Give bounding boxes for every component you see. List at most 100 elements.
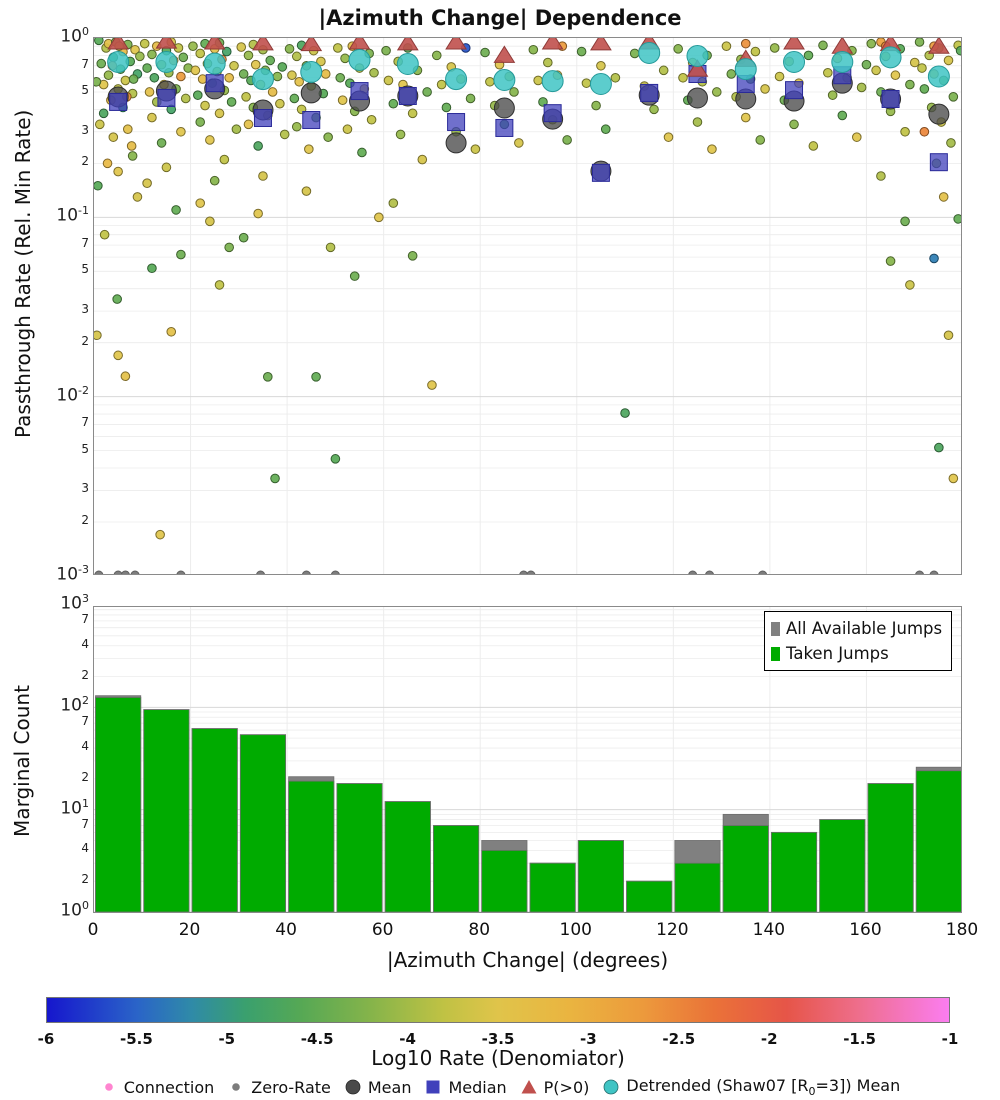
scatter-point xyxy=(890,70,901,81)
scatter-point xyxy=(692,117,703,127)
scatter-point xyxy=(707,144,717,154)
scatter-point xyxy=(909,57,920,68)
scatter-point xyxy=(803,50,814,61)
y-tick-minor: 3 xyxy=(81,302,89,317)
p-gt0-marker xyxy=(445,38,467,50)
scatter-point xyxy=(673,44,683,54)
scatter-point xyxy=(126,141,137,151)
legend-row-all: All Available Jumps xyxy=(771,616,945,641)
scatter-point xyxy=(533,75,543,86)
taken-jumps-bar xyxy=(770,831,818,912)
scatter-point xyxy=(253,208,263,219)
x-tick-label: 20 xyxy=(178,920,201,940)
detrended-marker xyxy=(927,65,950,88)
detrended-marker xyxy=(348,48,371,71)
scatter-point xyxy=(596,60,606,71)
taken-jumps-bar xyxy=(626,880,673,912)
detrended-marker xyxy=(638,41,661,64)
scatter-point xyxy=(188,41,198,52)
circle-legend-icon xyxy=(603,1079,619,1095)
marker-legend-item: Median xyxy=(424,1078,507,1097)
scatter-point xyxy=(417,154,428,165)
scatter-point xyxy=(374,212,384,223)
median-marker xyxy=(543,104,562,123)
square-icon xyxy=(426,1080,440,1094)
detrended-marker xyxy=(300,61,323,84)
x-tick-label: 120 xyxy=(656,920,689,940)
scatter-point xyxy=(591,100,601,111)
scatter-point xyxy=(311,372,321,382)
y-tick-minor: 3 xyxy=(81,122,89,137)
scatter-point xyxy=(139,38,150,49)
scatter-point xyxy=(316,56,326,67)
taken-jumps-bar xyxy=(433,825,480,912)
scatter-point xyxy=(948,473,959,484)
p-gt0-marker xyxy=(107,38,130,50)
p-gt0-marker xyxy=(300,38,323,52)
colorbar-tick-label: -1 xyxy=(941,1030,959,1048)
scatter-point xyxy=(277,62,288,72)
dot-icon xyxy=(104,1083,113,1091)
scatter-point xyxy=(760,84,770,94)
p-gt0-marker xyxy=(590,38,612,51)
zero-rate-point xyxy=(705,570,714,574)
p-gt0-marker xyxy=(203,38,226,50)
scatter-point xyxy=(142,63,152,73)
colorbar-tick-label: -3 xyxy=(580,1030,597,1048)
scatter-point xyxy=(195,48,206,59)
scatter-point xyxy=(407,108,418,119)
histogram-bars xyxy=(95,695,961,912)
dot-legend-icon xyxy=(232,1083,241,1091)
p-gt0-marker xyxy=(541,38,564,50)
scatter-point xyxy=(441,102,452,113)
marker-legend-label-part: 0 xyxy=(808,1085,816,1099)
colorbar-tick-label: -4 xyxy=(399,1030,416,1048)
scatter-point xyxy=(132,192,143,202)
scatter-point xyxy=(562,135,572,145)
bottom-y-axis-label: Marginal Count xyxy=(10,685,34,837)
detrended-marker xyxy=(541,70,564,93)
scatter-point xyxy=(333,43,343,53)
median-marker xyxy=(157,88,176,107)
mean-marker xyxy=(686,87,708,109)
scatter-point xyxy=(265,55,276,66)
scatter-point xyxy=(102,158,113,169)
square-legend-icon xyxy=(426,1080,440,1094)
y-tick-minor: 7 xyxy=(81,714,89,729)
taken-jumps-bar xyxy=(143,709,190,912)
colorbar-tick-label: -4.5 xyxy=(300,1030,334,1048)
scatter-point xyxy=(528,44,539,55)
y-tick-minor: 2 xyxy=(81,154,89,169)
scatter-point xyxy=(144,87,155,97)
median-marker xyxy=(640,83,659,102)
x-tick-label: 0 xyxy=(87,920,99,940)
scatter-point xyxy=(94,38,104,46)
scatter-point xyxy=(108,132,119,142)
scatter-point xyxy=(155,529,165,540)
taken-jumps-bar xyxy=(867,783,914,912)
y-tick-major: 10-2 xyxy=(56,383,89,406)
scatter-point xyxy=(808,141,819,151)
scatter-point xyxy=(238,69,249,79)
scatter-point xyxy=(130,44,140,55)
median-marker xyxy=(591,163,610,182)
scatter-point xyxy=(629,48,640,59)
median-marker xyxy=(350,82,369,101)
scatter-point xyxy=(301,186,312,196)
taken-jumps-bar xyxy=(819,819,866,912)
detrended-marker xyxy=(396,53,419,76)
scatter-point xyxy=(769,43,780,53)
scatter-point xyxy=(304,144,314,154)
scatter-point xyxy=(543,57,553,68)
scatter-point xyxy=(871,65,881,76)
marker-legend-item: Mean xyxy=(344,1078,411,1097)
mean-marker xyxy=(445,132,467,154)
scatter-point xyxy=(156,138,167,148)
scatter-point xyxy=(381,45,391,56)
scatter-point xyxy=(284,44,295,54)
scatter-plot xyxy=(94,38,961,574)
x-tick-label: 140 xyxy=(752,920,786,940)
scatter-point xyxy=(388,98,399,109)
taken-jumps-bar xyxy=(481,849,528,912)
gridlines xyxy=(94,38,961,574)
